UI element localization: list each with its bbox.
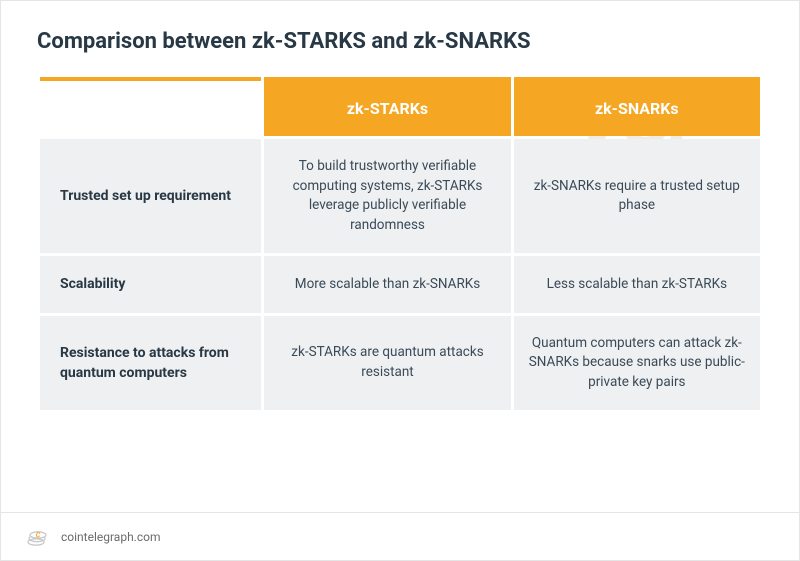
svg-text:C: C [36,531,41,539]
table-cell: Quantum computers can attack zk-SNARKs b… [514,316,760,411]
table-cell: To build trustworthy verifiable computin… [264,139,510,253]
table-cell: zk-STARKs are quantum attacks resistant [264,316,510,411]
footer: C cointelegraph.com [1,512,799,560]
column-header-snarks: zk-SNARKs [514,77,760,136]
page-title: Comparison between zk-STARKS and zk-SNAR… [1,1,799,74]
cointelegraph-logo-icon: C [25,525,49,549]
table-row: Scalability More scalable than zk-SNARKs… [40,256,760,312]
table-cell: More scalable than zk-SNARKs [264,256,510,312]
column-header-starks: zk-STARKs [264,77,510,136]
table-row: Resistance to attacks from quantum compu… [40,316,760,411]
table-row: Trusted set up requirement To build trus… [40,139,760,253]
footer-text: cointelegraph.com [61,530,161,544]
table-cell: Less scalable than zk-STARKs [514,256,760,312]
comparison-table: zk-STARKs zk-SNARKs Trusted set up requi… [37,74,763,413]
row-label: Resistance to attacks from quantum compu… [40,316,261,411]
infographic-container: Comparison between zk-STARKS and zk-SNAR… [0,0,800,561]
table-cell: zk-SNARKs require a trusted setup phase [514,139,760,253]
row-label: Trusted set up requirement [40,139,261,253]
row-label: Scalability [40,256,261,312]
table-corner-cell [40,77,261,136]
